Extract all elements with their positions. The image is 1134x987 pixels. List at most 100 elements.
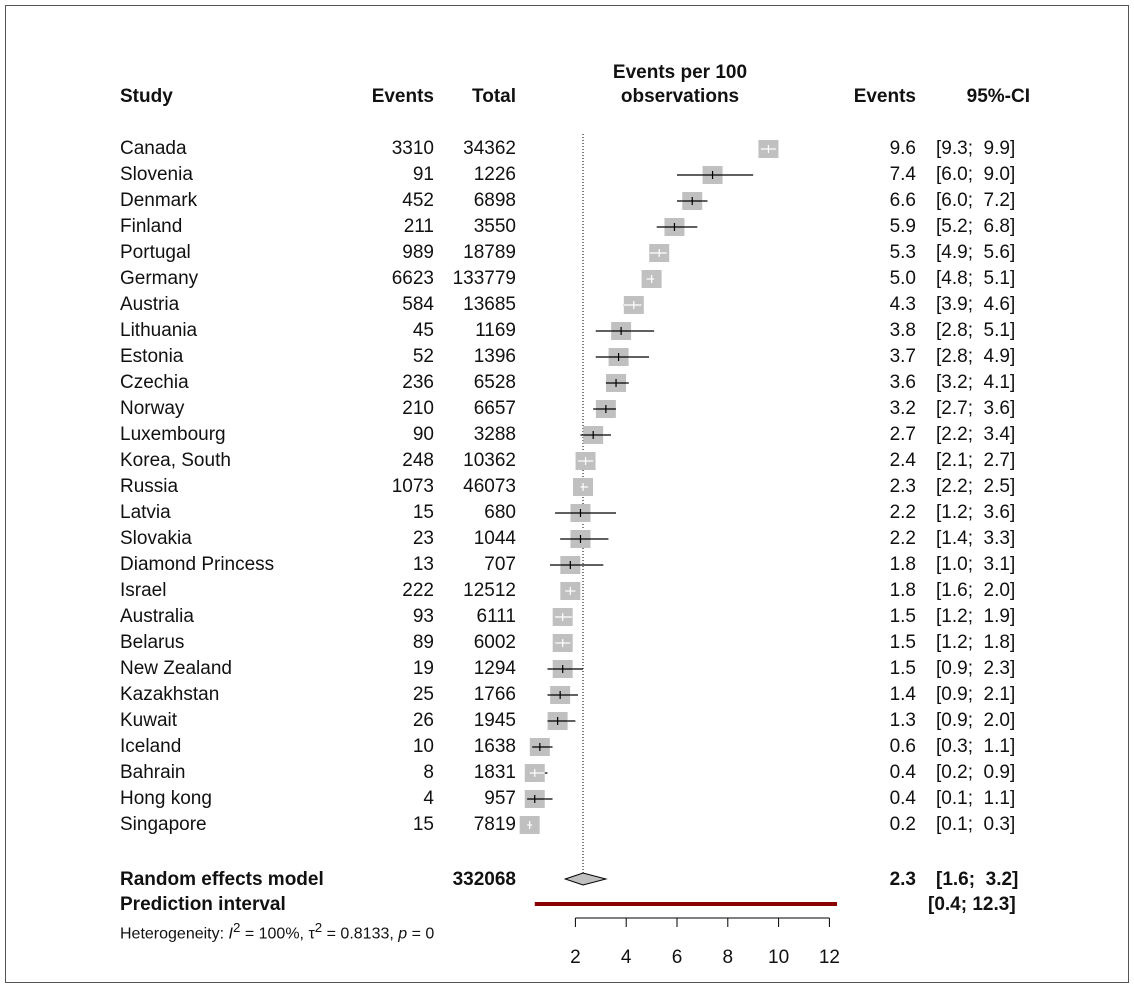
study-name: Luxembourg [120,424,226,445]
header-rate: Events [853,86,916,107]
random-effects-label: Random effects model [120,869,324,890]
study-ci: [2.2; 2.5] [936,476,1016,497]
study-rate: 1.8 [889,554,916,575]
study-total: 7819 [473,814,516,835]
study-name: Portugal [120,242,191,263]
study-ci: [0.9; 2.1] [936,684,1016,705]
study-events: 19 [412,658,434,679]
study-ci: [1.2; 1.8] [936,632,1016,653]
study-events: 10 [412,736,434,757]
study-rate: 6.6 [889,190,916,211]
tau2-symbol: τ [308,925,315,943]
study-name: Russia [120,476,179,497]
study-name: Canada [120,138,187,159]
study-events: 89 [412,632,434,653]
study-events: 13 [412,554,434,575]
figure-frame [5,5,1129,983]
study-ci: [1.6; 2.0] [936,580,1016,601]
study-rate: 1.4 [889,684,916,705]
study-events: 248 [402,450,434,471]
study-name: Australia [120,606,194,627]
study-total: 1044 [473,528,516,549]
heterogeneity-text: Heterogeneity: I2 = 100%, τ2 = 0.8133, p… [120,920,434,943]
study-events: 236 [402,372,434,393]
study-rate: 2.4 [889,450,916,471]
study-ci: [5.2; 6.8] [936,216,1016,237]
study-rate: 5.0 [889,268,916,289]
study-ci: [2.8; 4.9] [936,346,1016,367]
study-events: 93 [412,606,434,627]
prediction-interval-label: Prediction interval [120,894,286,915]
random-effects-diamond [563,872,608,886]
study-name: Slovenia [120,164,193,185]
study-ci: [0.1; 0.3] [936,814,1016,835]
study-events: 452 [402,190,434,211]
study-rate: 7.4 [889,164,916,185]
study-name: Estonia [120,346,184,367]
heterogeneity-prefix: Heterogeneity: [120,925,229,943]
study-name: Germany [120,268,199,289]
study-total: 13685 [463,294,516,315]
study-total: 133779 [452,268,516,289]
header-ci: 95%-CI [966,86,1030,107]
header-plot-line2: observations [620,86,740,107]
study-rate: 1.8 [889,580,916,601]
study-name: Kuwait [120,710,178,731]
study-ci: [0.1; 1.1] [936,788,1016,809]
study-events: 91 [412,164,434,185]
study-total: 1226 [473,164,516,185]
x-tick-label: 10 [768,947,789,968]
study-events: 222 [402,580,434,601]
study-events: 584 [402,294,434,315]
study-name: Hong kong [120,788,212,809]
study-ci: [4.9; 5.6] [936,242,1016,263]
study-total: 1396 [473,346,516,367]
tau2-value: = 0.8133, [322,925,399,943]
random-effects-total: 332068 [452,869,516,890]
study-total: 6111 [476,606,516,627]
study-total: 3288 [473,424,516,445]
header-events: Events [371,86,434,107]
i2-superscript: 2 [232,920,241,935]
study-total: 10362 [463,450,516,471]
study-events: 1073 [391,476,434,497]
random-effects-ci: [1.6; 3.2] [936,869,1019,890]
study-events: 23 [412,528,434,549]
study-total: 1294 [473,658,516,679]
header-total: Total [472,86,516,107]
study-total: 707 [484,554,516,575]
study-ci: [4.8; 5.1] [936,268,1016,289]
study-ci: [3.9; 4.6] [936,294,1016,315]
study-ci: [1.2; 1.9] [936,606,1016,627]
study-rate: 2.3 [889,476,916,497]
study-ci: [2.2; 3.4] [936,424,1016,445]
header-study: Study [120,86,173,107]
prediction-interval-ci: [0.4; 12.3] [928,894,1016,915]
study-total: 6002 [473,632,516,653]
study-ci: [0.3; 1.1] [936,736,1016,757]
study-ci: [0.9; 2.0] [936,710,1016,731]
x-tick-label: 12 [819,947,840,968]
study-rate: 0.4 [889,762,916,783]
study-ci: [1.2; 3.6] [936,502,1016,523]
study-events: 45 [412,320,434,341]
study-total: 6657 [473,398,516,419]
study-events: 8 [423,762,434,783]
study-total: 1831 [473,762,516,783]
study-total: 6898 [473,190,516,211]
study-name: Kazakhstan [120,684,220,705]
study-ci: [2.8; 5.1] [936,320,1016,341]
study-rate: 0.4 [889,788,916,809]
header-plot-line1: Events per 100 [612,62,748,83]
study-total: 1638 [473,736,516,757]
study-name: Austria [120,294,180,315]
study-rate: 2.7 [889,424,916,445]
study-rate: 1.5 [889,606,916,627]
study-events: 25 [412,684,434,705]
study-rate: 4.3 [889,294,916,315]
tau2-superscript: 2 [314,920,323,935]
study-name: Lithuania [120,320,198,341]
study-name: Korea, South [120,450,231,471]
study-rate: 5.3 [889,242,916,263]
p-value: = 0 [407,925,435,943]
